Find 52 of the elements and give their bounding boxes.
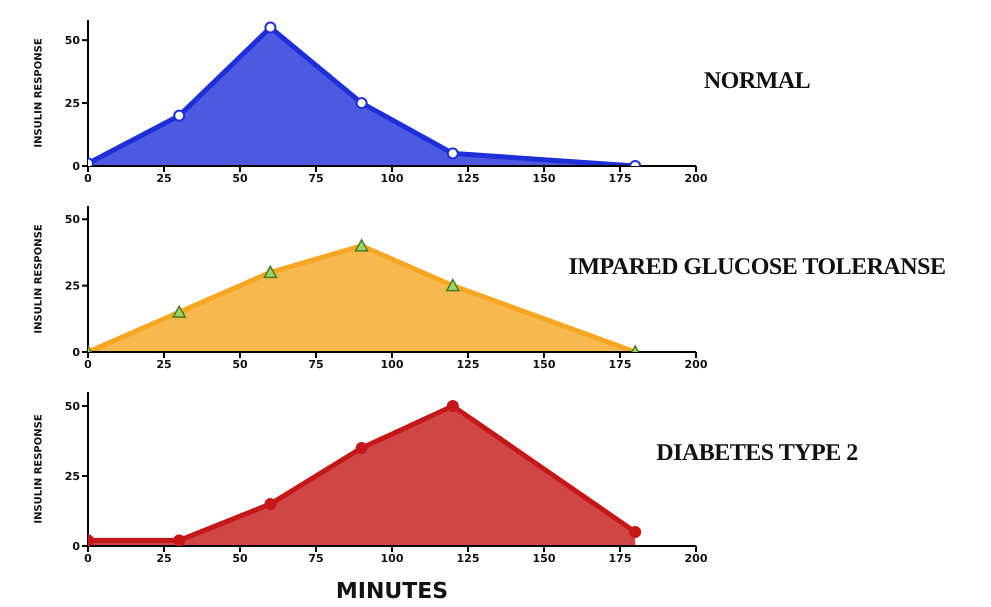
x-tick-label: 175 — [608, 358, 632, 371]
x-tick-label: 100 — [380, 552, 404, 565]
point — [446, 147, 459, 160]
x-tick-label: 200 — [684, 358, 708, 371]
point — [264, 498, 276, 510]
x-tick-label: 125 — [456, 552, 480, 565]
x-tick-label: 75 — [308, 358, 324, 371]
x-tick-label: 125 — [456, 172, 480, 185]
x-tick-label: 75 — [308, 172, 324, 185]
x-tick-label: 75 — [308, 552, 324, 565]
y-tick-label: 0 — [72, 160, 80, 173]
x-tick-label: 25 — [156, 358, 172, 371]
text: IMPARED GLUCOSE TOLERANSE — [568, 254, 946, 281]
point — [446, 400, 459, 412]
y-axis-title: INSULIN RESPONSE — [34, 224, 45, 334]
x-tick-label: 175 — [608, 552, 632, 565]
point — [356, 442, 368, 454]
point — [264, 22, 276, 34]
x-tick-label: 150 — [532, 358, 556, 371]
x-tick-label: 25 — [156, 552, 172, 565]
y-tick-label: 50 — [64, 213, 80, 226]
y-tick-label: 25 — [64, 96, 80, 110]
x-tick-label: 0 — [84, 172, 92, 185]
x-tick-label: 0 — [84, 358, 92, 371]
x-tick-label: 0 — [84, 552, 92, 565]
y-tick-label: 50 — [64, 400, 80, 413]
point — [173, 110, 186, 122]
x-tick-label: 125 — [456, 358, 480, 371]
x-tick-label: 150 — [532, 552, 556, 565]
y-tick-label: 0 — [72, 346, 80, 359]
y-tick-label: 25 — [64, 280, 80, 293]
point — [356, 97, 368, 110]
x-tick-label: 200 — [684, 552, 708, 565]
x-tick-label: 25 — [156, 172, 172, 185]
text: NORMAL — [704, 68, 810, 95]
x-axis-title: MINUTES — [336, 579, 448, 604]
x-tick-label: 175 — [608, 172, 632, 185]
x-tick-label: 50 — [232, 552, 248, 565]
x-tick-label: 100 — [380, 358, 404, 371]
x-tick-label: 100 — [380, 172, 404, 185]
x-tick-label: 200 — [684, 172, 708, 185]
x-tick-label: 50 — [232, 358, 248, 371]
x-tick-label: 150 — [532, 172, 556, 185]
y-tick-label: 0 — [72, 540, 80, 553]
x-tick-label: 50 — [232, 172, 248, 185]
y-tick-label: 50 — [64, 34, 80, 48]
y-axis-title: INSULIN RESPONSE — [34, 414, 45, 524]
point — [173, 534, 186, 546]
text: DIABETES TYPE 2 — [656, 440, 858, 467]
y-tick-label: 25 — [64, 470, 80, 483]
y-axis-title: INSULIN RESPONSE — [34, 38, 45, 148]
point — [629, 526, 642, 538]
